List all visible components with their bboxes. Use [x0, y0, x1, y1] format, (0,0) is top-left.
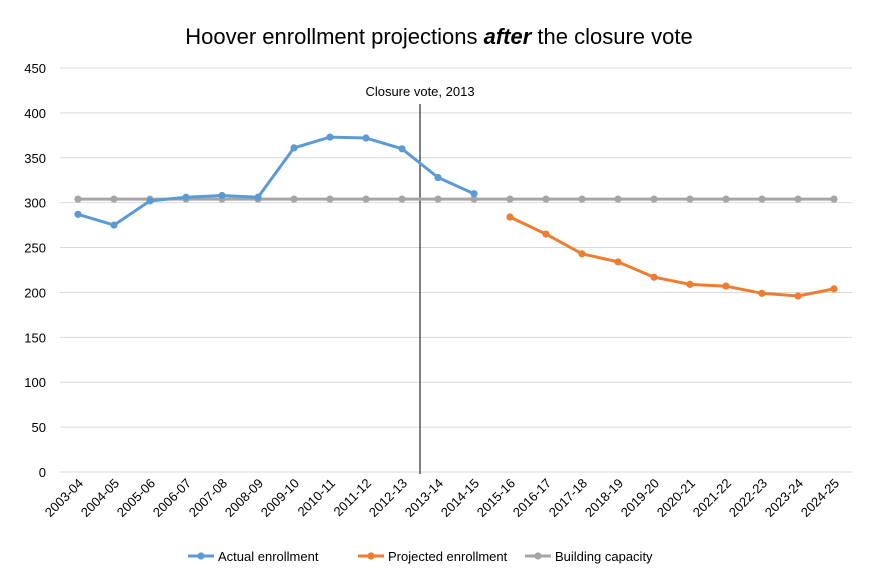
- y-axis-labels: 0 50 100 150 200 250 300 350 400 450: [24, 61, 46, 480]
- data-point: [830, 195, 838, 203]
- data-point: [722, 282, 730, 290]
- x-tick-label: 2022-23: [726, 476, 770, 520]
- data-point: [74, 195, 82, 203]
- data-point: [758, 289, 766, 297]
- data-point: [722, 195, 730, 203]
- x-tick-label: 2024-25: [798, 476, 842, 520]
- y-tick-label: 100: [24, 375, 46, 390]
- data-point: [470, 190, 478, 198]
- series-actual-enrollment: [74, 133, 478, 229]
- data-point: [290, 195, 298, 203]
- legend-label: Actual enrollment: [218, 549, 319, 564]
- legend-item: Building capacity: [525, 549, 653, 564]
- chart-title-part-2: the closure vote: [531, 24, 692, 49]
- data-point: [110, 195, 118, 203]
- y-tick-label: 300: [24, 196, 46, 211]
- chart-title-part-1: Hoover enrollment projections: [185, 24, 483, 49]
- y-tick-label: 0: [39, 465, 46, 480]
- y-tick-label: 200: [24, 285, 46, 300]
- data-point: [362, 195, 370, 203]
- y-tick-label: 400: [24, 106, 46, 121]
- data-point: [362, 134, 370, 142]
- data-point: [794, 195, 802, 203]
- data-point: [146, 197, 154, 205]
- x-tick-label: 2013-14: [402, 476, 446, 520]
- grid-lines: [60, 67, 852, 473]
- data-point: [326, 195, 334, 203]
- chart-title-emphasis: after: [484, 24, 533, 49]
- x-tick-label: 2010-11: [294, 476, 338, 520]
- data-point: [110, 221, 118, 229]
- data-point: [614, 195, 622, 203]
- x-tick-label: 2009-10: [258, 476, 302, 520]
- legend: Actual enrollment Projected enrollment Bui…: [188, 549, 653, 564]
- series-line: [76, 135, 476, 227]
- y-tick-label: 350: [24, 151, 46, 166]
- x-tick-label: 2012-13: [366, 476, 410, 520]
- data-point: [434, 195, 442, 203]
- x-tick-label: 2003-04: [42, 476, 86, 520]
- data-point: [758, 195, 766, 203]
- data-point: [254, 193, 262, 201]
- data-point: [578, 250, 586, 258]
- x-tick-label: 2023-24: [762, 476, 806, 520]
- x-tick-label: 2020-21: [654, 476, 698, 520]
- legend-swatch-marker: [197, 552, 205, 560]
- data-point: [686, 195, 694, 203]
- legend-swatch-marker: [534, 552, 542, 560]
- data-point: [506, 195, 514, 203]
- data-point: [650, 273, 658, 281]
- data-point: [830, 285, 838, 293]
- data-point: [182, 193, 190, 201]
- legend-item: Actual enrollment: [188, 549, 319, 564]
- y-tick-label: 50: [32, 420, 46, 435]
- data-point: [398, 145, 406, 153]
- annotations: Closure vote, 2013: [365, 84, 475, 474]
- legend-item: Projected enrollment: [358, 549, 508, 564]
- y-tick-label: 450: [24, 61, 46, 76]
- x-tick-label: 2011-12: [330, 476, 374, 520]
- data-point: [794, 292, 802, 300]
- data-point: [290, 144, 298, 152]
- x-tick-label: 2005-06: [114, 476, 158, 520]
- data-point: [542, 195, 550, 203]
- data-point: [578, 195, 586, 203]
- chart-title: Hoover enrollment projections after the …: [185, 24, 693, 49]
- x-tick-label: 2006-07: [150, 476, 194, 520]
- data-point: [686, 280, 694, 288]
- x-axis-labels: 2003-042004-052005-062006-072007-082008-…: [42, 476, 842, 520]
- data-point: [506, 213, 514, 221]
- x-tick-label: 2004-05: [78, 476, 122, 520]
- data-point: [542, 230, 550, 238]
- x-tick-label: 2021-22: [690, 476, 734, 520]
- x-tick-label: 2015-16: [474, 476, 518, 520]
- x-tick-label: 2017-18: [546, 476, 590, 520]
- x-tick-label: 2016-17: [510, 476, 554, 520]
- data-point: [218, 191, 226, 200]
- data-point: [614, 258, 622, 266]
- legend-label: Building capacity: [555, 549, 653, 564]
- data-point: [74, 210, 82, 218]
- series-group: [74, 133, 838, 300]
- series-line: [508, 215, 836, 298]
- closure-vote-label: Closure vote, 2013: [365, 84, 474, 99]
- legend-swatch-marker: [367, 552, 375, 560]
- series-projected-enrollment: [506, 213, 838, 300]
- x-tick-label: 2018-19: [582, 476, 626, 520]
- x-tick-label: 2019-20: [618, 476, 662, 520]
- x-tick-label: 2008-09: [222, 476, 266, 520]
- x-tick-label: 2007-08: [186, 476, 230, 520]
- y-tick-label: 250: [24, 241, 46, 256]
- data-point: [398, 195, 406, 203]
- y-tick-label: 150: [24, 330, 46, 345]
- data-point: [470, 195, 478, 203]
- x-tick-label: 2014-15: [438, 476, 482, 520]
- data-point: [326, 133, 334, 141]
- data-point: [650, 195, 658, 203]
- legend-label: Projected enrollment: [388, 549, 508, 564]
- data-point: [434, 173, 442, 182]
